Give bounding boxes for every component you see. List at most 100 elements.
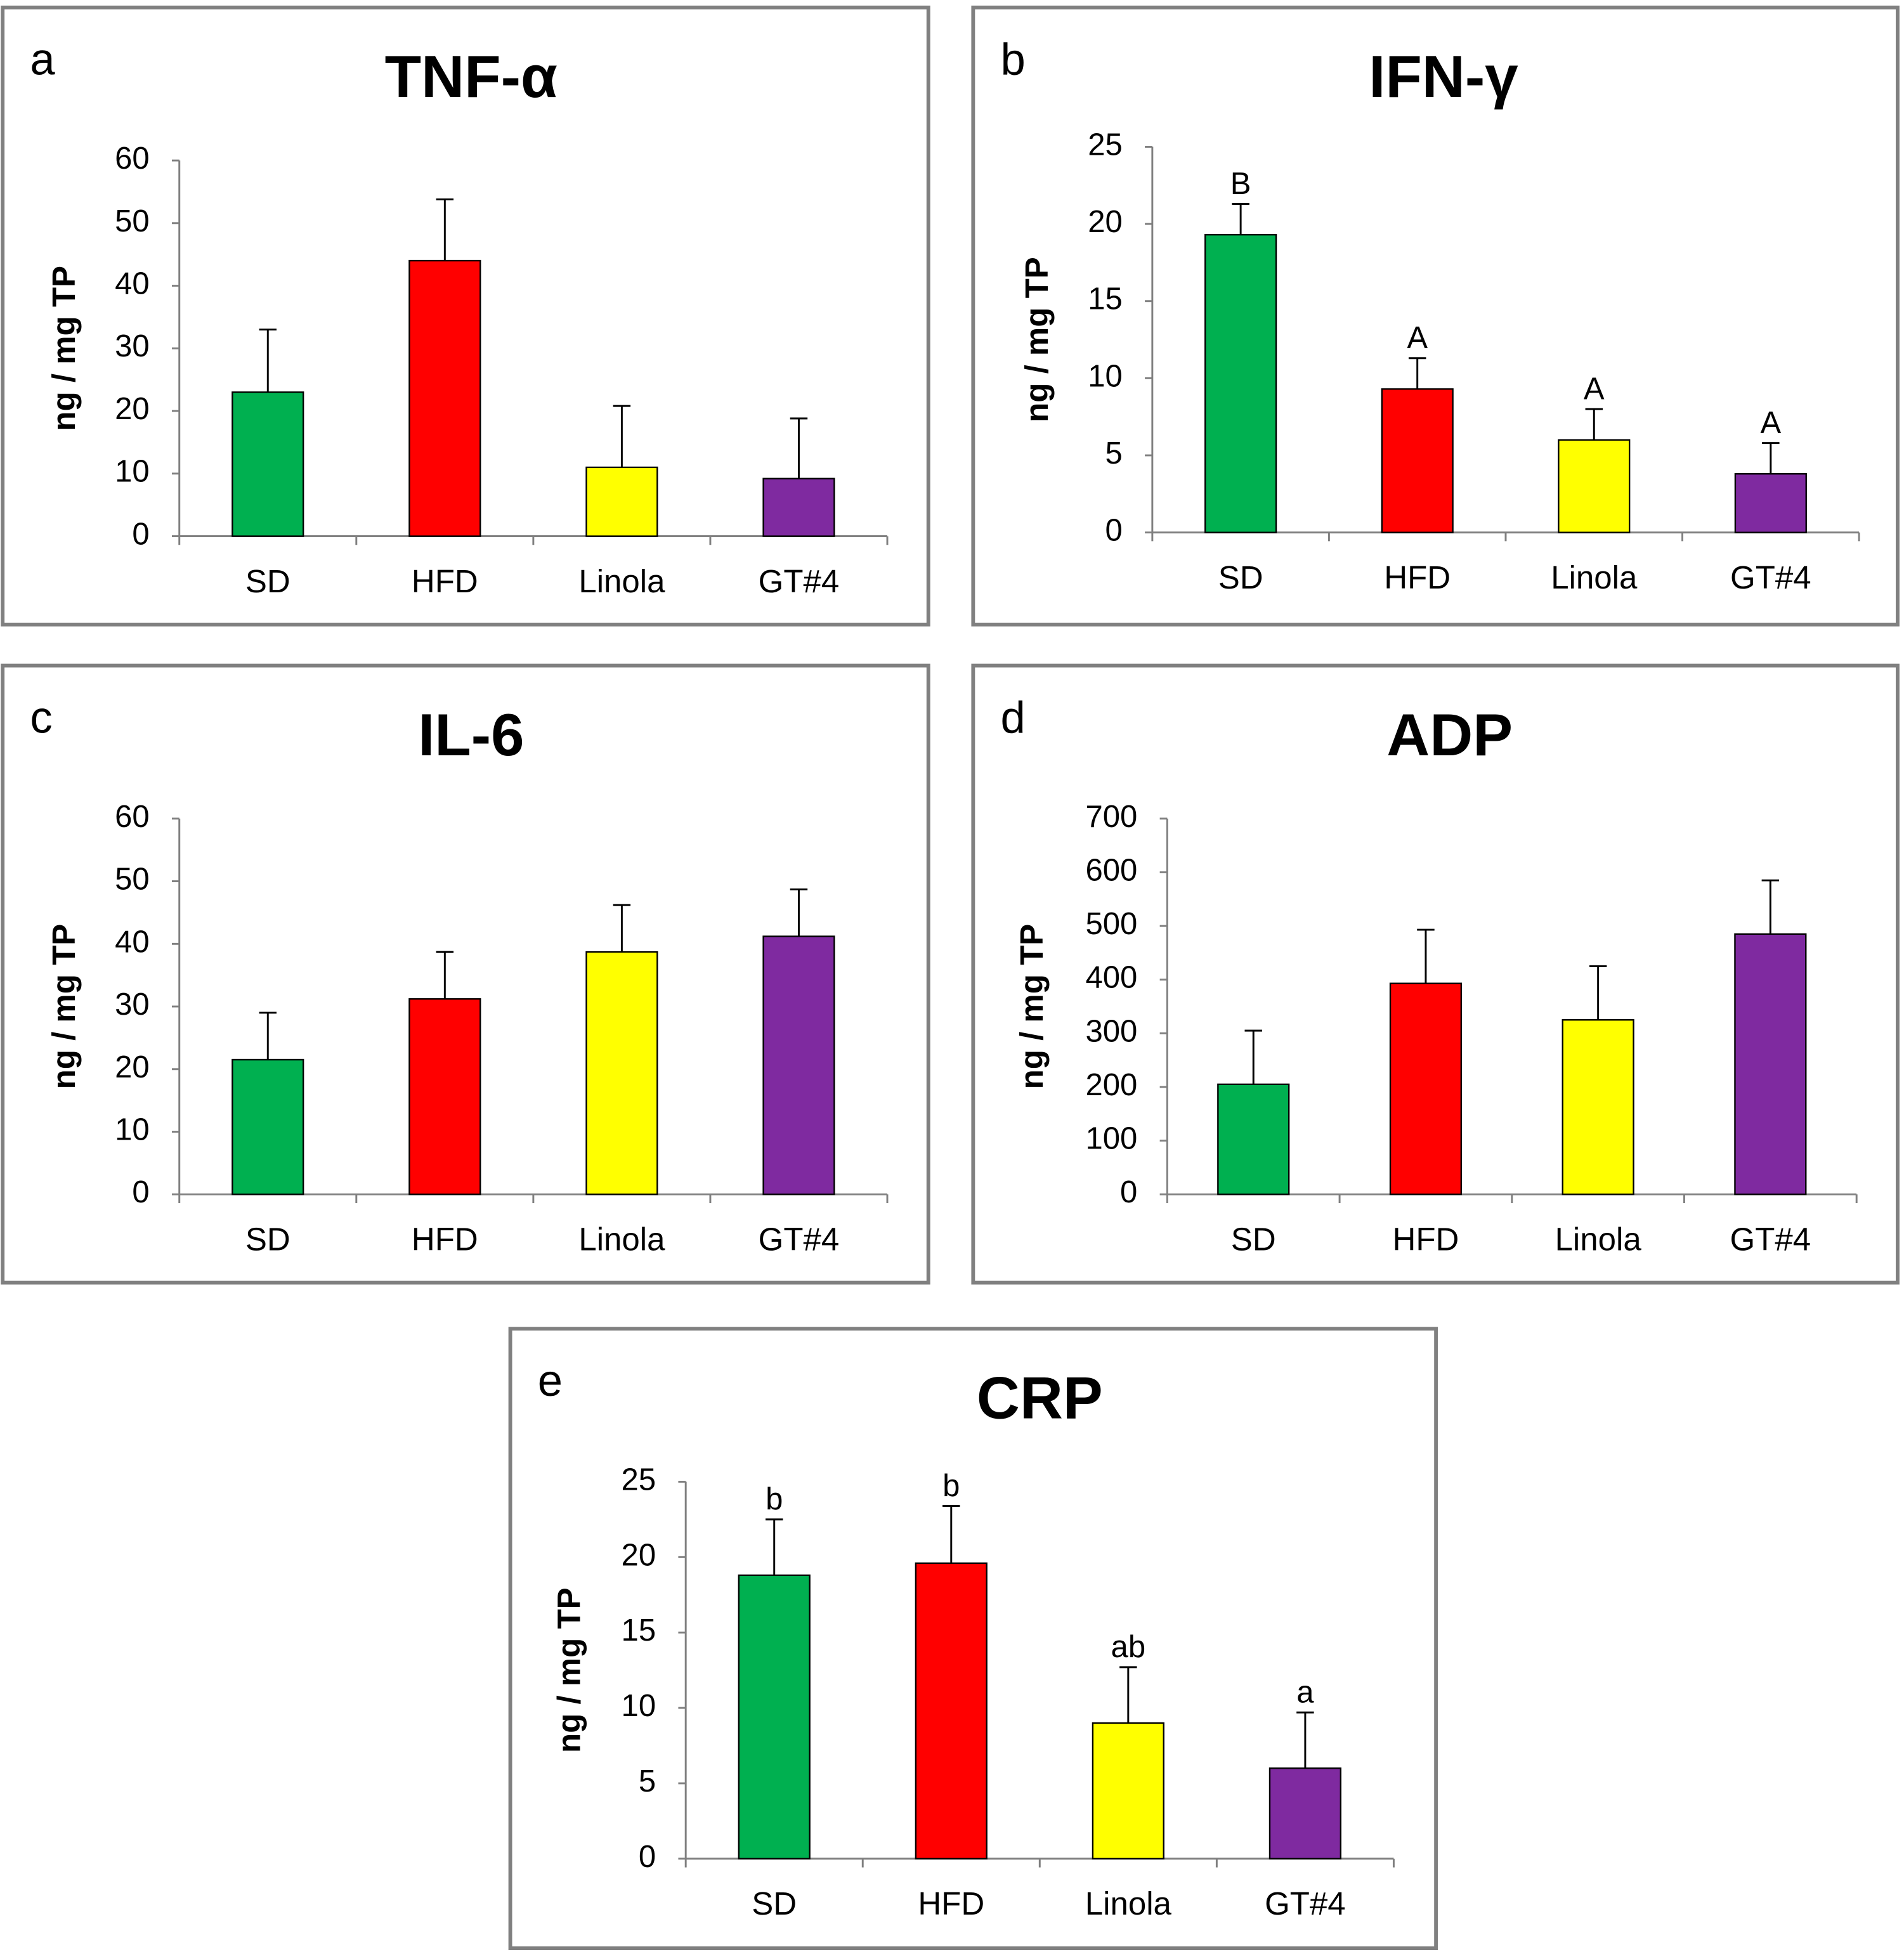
bar-linola xyxy=(1558,439,1631,533)
panel-letter: b xyxy=(1001,34,1026,84)
x-category-label: GT#4 xyxy=(1730,559,1811,595)
y-tick-label: 40 xyxy=(115,925,150,959)
bar-gt4 xyxy=(1734,933,1807,1195)
x-category-label: SD xyxy=(1218,559,1263,595)
y-tick-label: 0 xyxy=(639,1840,656,1874)
y-tick-label: 20 xyxy=(1088,205,1123,239)
chart-title: CRP xyxy=(977,1364,1103,1431)
x-category-label: Linola xyxy=(1555,1221,1642,1258)
chart-panel-a: a TNF-α ng / mg TP 0 10 20 30 40 50 60 SD HFD Linola… xyxy=(1,5,930,627)
x-category-label: HFD xyxy=(1384,559,1451,595)
bar-hfd xyxy=(408,259,481,537)
significance-label: B xyxy=(1230,167,1251,201)
significance-label: b xyxy=(942,1469,960,1503)
bar-sd xyxy=(1204,233,1277,533)
y-tick-label: 10 xyxy=(115,455,150,489)
bar-linola xyxy=(1562,1019,1634,1195)
bar-hfd xyxy=(1389,982,1463,1195)
y-tick-label: 50 xyxy=(115,204,150,238)
panel-letter: c xyxy=(30,692,52,742)
chart-title: TNF-α xyxy=(385,43,558,110)
chart-title: ADP xyxy=(1386,701,1513,768)
x-category-label: GT#4 xyxy=(759,563,840,599)
bar-hfd xyxy=(408,998,481,1195)
y-tick-label: 20 xyxy=(115,1050,150,1084)
chart-panel-d: d ADP ng / mg TP 0 100 200 300 400 500 600 700 SD HF… xyxy=(971,663,1900,1285)
y-axis-label: ng / mg TP xyxy=(46,266,82,431)
y-tick-label: 30 xyxy=(115,329,150,363)
significance-label: A xyxy=(1760,406,1781,440)
panel-letter: a xyxy=(30,34,55,84)
y-tick-label: 50 xyxy=(115,862,150,897)
y-tick-label: 300 xyxy=(1085,1014,1137,1048)
y-tick-label: 600 xyxy=(1085,853,1137,887)
bar-linola xyxy=(585,951,658,1195)
bar-hfd xyxy=(915,1562,988,1860)
y-tick-label: 0 xyxy=(1120,1175,1137,1209)
x-category-label: GT#4 xyxy=(1730,1221,1811,1258)
y-tick-label: 15 xyxy=(1088,282,1123,316)
y-tick-label: 60 xyxy=(115,141,150,176)
bar-gt4 xyxy=(1268,1767,1341,1860)
x-category-label: SD xyxy=(245,1221,290,1258)
chart-title: IL-6 xyxy=(418,701,524,768)
y-tick-label: 10 xyxy=(115,1113,150,1147)
bar-gt4 xyxy=(762,478,835,537)
significance-label: a xyxy=(1296,1675,1314,1710)
y-tick-label: 20 xyxy=(115,392,150,426)
x-category-label: GT#4 xyxy=(759,1221,840,1258)
x-category-label: HFD xyxy=(412,563,478,599)
x-category-label: Linola xyxy=(578,1221,665,1258)
significance-label: ab xyxy=(1111,1630,1146,1664)
chart-panel-c: c IL-6 ng / mg TP 0 10 20 30 40 50 60 SD HFD Linola G… xyxy=(1,663,930,1285)
significance-label: b xyxy=(766,1482,783,1516)
bar-linola xyxy=(585,466,658,537)
chart-title: IFN-γ xyxy=(1369,43,1518,110)
bar-sd xyxy=(231,391,304,537)
significance-label: A xyxy=(1584,372,1605,406)
y-tick-label: 40 xyxy=(115,267,150,301)
x-category-label: HFD xyxy=(412,1221,478,1258)
y-axis-label: ng / mg TP xyxy=(1014,924,1050,1090)
y-tick-label: 700 xyxy=(1085,800,1137,834)
y-tick-label: 0 xyxy=(132,1175,149,1209)
y-tick-label: 400 xyxy=(1085,961,1137,995)
y-tick-label: 200 xyxy=(1085,1068,1137,1102)
y-axis-label: ng / mg TP xyxy=(1019,257,1055,422)
y-tick-label: 30 xyxy=(115,987,150,1022)
x-category-label: SD xyxy=(1231,1221,1276,1258)
bar-linola xyxy=(1092,1722,1164,1860)
x-category-label: HFD xyxy=(918,1885,984,1922)
y-tick-label: 25 xyxy=(1088,127,1123,162)
y-tick-label: 15 xyxy=(622,1613,656,1648)
y-tick-label: 5 xyxy=(639,1764,656,1799)
x-category-label: Linola xyxy=(1551,559,1638,595)
y-tick-label: 10 xyxy=(1088,359,1123,393)
bar-hfd xyxy=(1381,388,1454,533)
y-tick-label: 5 xyxy=(1105,436,1122,471)
y-tick-label: 100 xyxy=(1085,1122,1137,1156)
x-category-label: Linola xyxy=(578,563,665,599)
y-tick-label: 10 xyxy=(622,1689,656,1723)
bar-gt4 xyxy=(1734,473,1807,533)
y-tick-label: 60 xyxy=(115,800,150,834)
bar-sd xyxy=(1217,1083,1290,1195)
significance-label: A xyxy=(1407,321,1428,355)
y-tick-label: 0 xyxy=(1105,514,1122,548)
x-category-label: GT#4 xyxy=(1265,1885,1346,1922)
x-category-label: SD xyxy=(752,1885,797,1922)
y-tick-label: 20 xyxy=(622,1538,656,1572)
bar-sd xyxy=(738,1574,811,1860)
bar-sd xyxy=(231,1058,304,1195)
x-category-label: HFD xyxy=(1393,1221,1459,1258)
chart-panel-b: b IFN-γ ng / mg TP 0 5 10 15 20 25 B SD A HFD A Linola… xyxy=(971,5,1900,627)
bar-gt4 xyxy=(762,935,835,1195)
y-tick-label: 0 xyxy=(132,517,149,551)
x-category-label: Linola xyxy=(1085,1885,1172,1922)
panel-letter: d xyxy=(1001,692,1026,742)
panel-letter: e xyxy=(538,1355,563,1405)
chart-panel-e: e CRP ng / mg TP 0 5 10 15 20 25 b SD b HFD ab Linola a… xyxy=(508,1327,1438,1951)
y-axis-label: ng / mg TP xyxy=(46,924,82,1090)
x-category-label: SD xyxy=(245,563,290,599)
